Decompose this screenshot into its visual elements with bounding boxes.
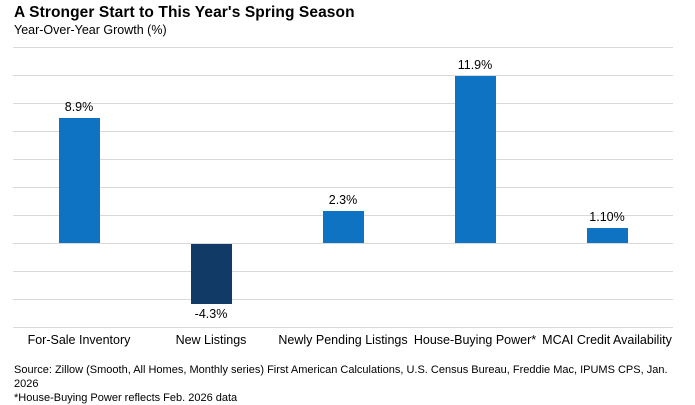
- gridline: [13, 187, 673, 188]
- source-line-2: *House-Buying Power reflects Feb. 2026 d…: [14, 392, 238, 404]
- x-axis-labels: For-Sale Inventory New Listings Newly Pend…: [13, 332, 673, 350]
- plot-area: 8.9% -4.3% 2.3% 11.9% 1.10%: [13, 47, 673, 328]
- source-note: Source: Zillow (Smooth, All Homes, Month…: [14, 363, 695, 405]
- bar: [322, 210, 364, 243]
- bar: [58, 118, 100, 243]
- gridline: [13, 47, 673, 48]
- x-axis-label: For-Sale Inventory: [27, 333, 131, 347]
- x-axis-label: Newly Pending Listings: [278, 333, 408, 347]
- bar-value-label: 1.10%: [589, 209, 625, 224]
- bar: [454, 76, 496, 243]
- gridline: [13, 327, 673, 328]
- bar: [586, 227, 628, 243]
- source-line-1: Source: Zillow (Smooth, All Homes, Month…: [14, 364, 668, 390]
- x-axis-label: MCAI Credit Availability: [542, 333, 672, 347]
- gridline: [13, 271, 673, 272]
- x-axis-label: New Listings: [175, 333, 247, 347]
- bar-value-label: 2.3%: [328, 192, 358, 207]
- gridline: [13, 103, 673, 104]
- bar-value-label: -4.3%: [194, 307, 228, 322]
- gridline: [13, 299, 673, 300]
- gridline: [13, 131, 673, 132]
- gridline: [13, 75, 673, 76]
- x-axis-label: House-Buying Power*: [413, 333, 537, 347]
- bar: [190, 244, 232, 305]
- bar-value-label: 8.9%: [64, 100, 94, 115]
- gridline: [13, 243, 673, 244]
- chart-subtitle: Year-Over-Year Growth (%): [14, 23, 167, 37]
- gridline: [13, 159, 673, 160]
- chart-title: A Stronger Start to This Year's Spring S…: [14, 4, 355, 21]
- bar-value-label: 11.9%: [457, 58, 493, 73]
